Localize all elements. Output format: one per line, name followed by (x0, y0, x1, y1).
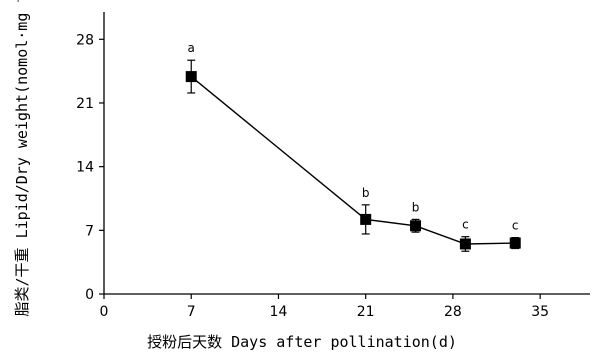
data-point (360, 213, 372, 225)
y-tick-label: 21 (76, 96, 94, 112)
x-tick-label: 28 (444, 304, 462, 320)
data-point (459, 238, 471, 250)
significance-label: c (512, 219, 519, 233)
x-tick-label: 14 (270, 304, 288, 320)
axis-titles: 授粉后天数 Days after pollination(d) 脂类/干重 Li… (7, 0, 457, 351)
y-axis-title: 脂类/干重 Lipid/Dry weight(nomol·mg -1 ) (7, 0, 31, 316)
x-axis-title: 授粉后天数 Days after pollination(d) (147, 333, 457, 351)
y-tick-label: 7 (85, 223, 94, 239)
y-tick-label: 14 (76, 160, 94, 176)
significance-label: b (362, 186, 370, 200)
data-point (509, 237, 521, 249)
data-point (410, 220, 422, 232)
axes: 0 7 14 21 28 0 7 14 21 28 35 (76, 12, 590, 320)
y-tick-label: 28 (76, 32, 94, 48)
y-axis-title-cn: 脂类/干重 (13, 247, 31, 316)
x-tick-label: 21 (357, 304, 375, 320)
significance-label: a (188, 41, 195, 55)
significance-label: c (462, 218, 469, 232)
x-tick-label: 7 (187, 304, 196, 320)
y-tick-label: 0 (85, 287, 94, 303)
x-tick-label: 0 (100, 304, 109, 320)
y-axis-title-en: Lipid/Dry weight(nomol·mg (13, 13, 31, 239)
data-series: a b b c c (185, 41, 521, 252)
y-axis-title-sup: -1 (13, 0, 24, 4)
data-point (185, 71, 197, 83)
significance-label: b (412, 200, 420, 214)
x-tick-label: 35 (531, 304, 549, 320)
